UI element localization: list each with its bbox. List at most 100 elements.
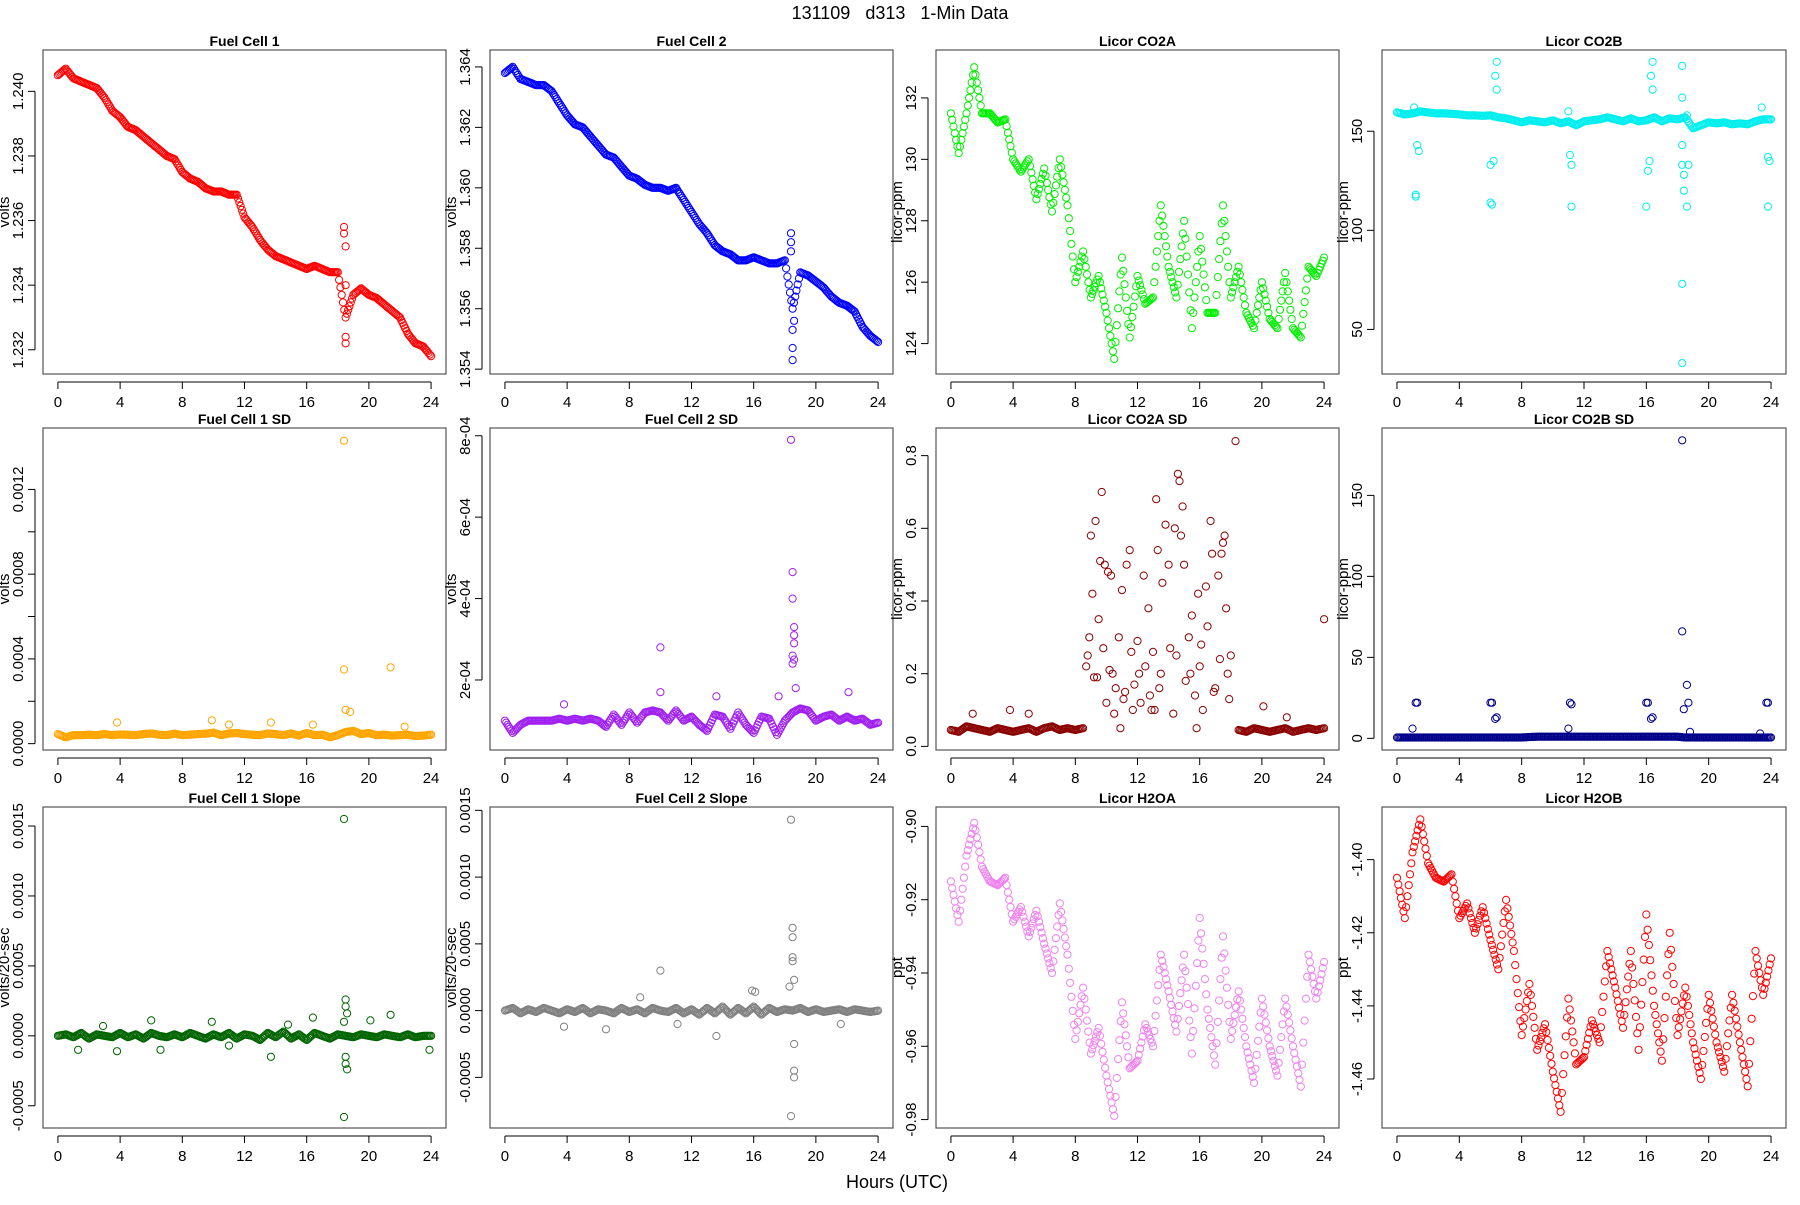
data-point [1225, 278, 1234, 287]
x-tick-label: 0 [947, 1148, 955, 1165]
data-point [1278, 287, 1287, 296]
data-point [1272, 1066, 1281, 1075]
x-tick-label: 12 [683, 394, 700, 411]
data-point [1180, 950, 1189, 959]
x-tick-label: 24 [423, 394, 440, 411]
data-point [958, 129, 967, 138]
data-point [74, 1045, 83, 1054]
data-point [1050, 945, 1059, 954]
data-point [1220, 949, 1229, 958]
y-tick-label: 0.0015 [10, 803, 27, 849]
data-point [171, 157, 180, 166]
data-point [1235, 270, 1245, 279]
y-tick-label: -1.40 [1349, 843, 1366, 877]
data-point [1297, 321, 1307, 330]
data-point [1537, 1032, 1546, 1042]
data-point [1208, 549, 1217, 558]
data-point [1526, 990, 1535, 1000]
data-point [790, 639, 799, 648]
data-point [1295, 1075, 1304, 1085]
data-point [1129, 302, 1138, 311]
data-point [1194, 589, 1203, 598]
data-point [1282, 1002, 1291, 1011]
y-axis-title: licor-ppm [889, 558, 906, 620]
data-point [1174, 267, 1184, 276]
data-point [1596, 1023, 1606, 1032]
data-point [1451, 892, 1460, 901]
data-point [1060, 185, 1070, 195]
data-point [1674, 1023, 1683, 1032]
data-point [1038, 934, 1048, 943]
data-point [1173, 1014, 1182, 1023]
data-point [623, 1007, 633, 1016]
data-point [236, 201, 245, 211]
data-point [1685, 727, 1695, 737]
y-tick-label: 0.0000 [10, 1013, 27, 1059]
data-point [337, 290, 346, 299]
plot-frame [42, 427, 447, 751]
data-point [1189, 308, 1198, 317]
data-point [1063, 201, 1072, 210]
data-point [249, 225, 258, 234]
y-tick-label: -1.44 [1349, 989, 1366, 1023]
data-point [103, 98, 112, 107]
data-point [786, 238, 796, 247]
data-point [1002, 122, 1011, 131]
data-point [1161, 242, 1171, 251]
data-point [785, 982, 794, 991]
x-tick-label: 4 [1009, 394, 1017, 411]
data-point [1481, 914, 1490, 923]
data-point [1392, 873, 1402, 883]
data-point [1237, 278, 1246, 287]
data-point [1062, 193, 1071, 202]
data-point [1159, 962, 1168, 972]
x-tick-label: 24 [870, 1148, 887, 1165]
data-point [674, 187, 683, 196]
data-point [1644, 940, 1654, 950]
data-point [1260, 1010, 1269, 1019]
panel-grid: Fuel Cell 1 0 4 8 12 16 20 24 1.232 1.234 1.236 1.2… [0, 33, 1787, 1165]
y-tick-label: 2e-04 [457, 661, 474, 699]
x-tick-label: 16 [1191, 770, 1208, 787]
data-point [1191, 981, 1200, 990]
data-point [341, 705, 350, 714]
data-point [1312, 994, 1321, 1003]
data-point [1067, 992, 1076, 1001]
data-point [965, 840, 974, 849]
y-axis-title: volts [443, 574, 460, 605]
data-point [1040, 939, 1049, 948]
data-point [1137, 1038, 1146, 1047]
data-point [1088, 589, 1097, 598]
data-point [1414, 147, 1423, 156]
data-point [1687, 1029, 1696, 1038]
data-point [948, 115, 957, 125]
data-point [1525, 979, 1534, 989]
data-point [1314, 982, 1324, 991]
data-point [1153, 546, 1162, 555]
data-point [1147, 1038, 1156, 1047]
data-point [1320, 957, 1329, 967]
data-point [1202, 990, 1211, 999]
x-tick-label: 4 [1009, 770, 1017, 787]
data-point [1225, 695, 1234, 704]
x-tick-label: 8 [1517, 394, 1525, 411]
data-point [1079, 983, 1088, 992]
data-point [1682, 111, 1692, 120]
data-point [1420, 837, 1429, 846]
data-point [1102, 1071, 1111, 1080]
data-point [1737, 1045, 1746, 1054]
data-point [1093, 673, 1102, 682]
data-point [1016, 902, 1026, 912]
data-point [1527, 1001, 1537, 1011]
data-point [1150, 1026, 1159, 1036]
data-point [1114, 1055, 1123, 1064]
data-point [1320, 615, 1329, 624]
data-point [1064, 964, 1073, 973]
data-point [1410, 103, 1419, 112]
y-tick-label: -0.92 [903, 883, 920, 917]
data-point [1119, 1009, 1128, 1018]
data-point [1237, 1005, 1246, 1014]
data-point [1242, 1042, 1251, 1051]
data-point [1097, 284, 1106, 293]
data-point [1681, 983, 1690, 992]
